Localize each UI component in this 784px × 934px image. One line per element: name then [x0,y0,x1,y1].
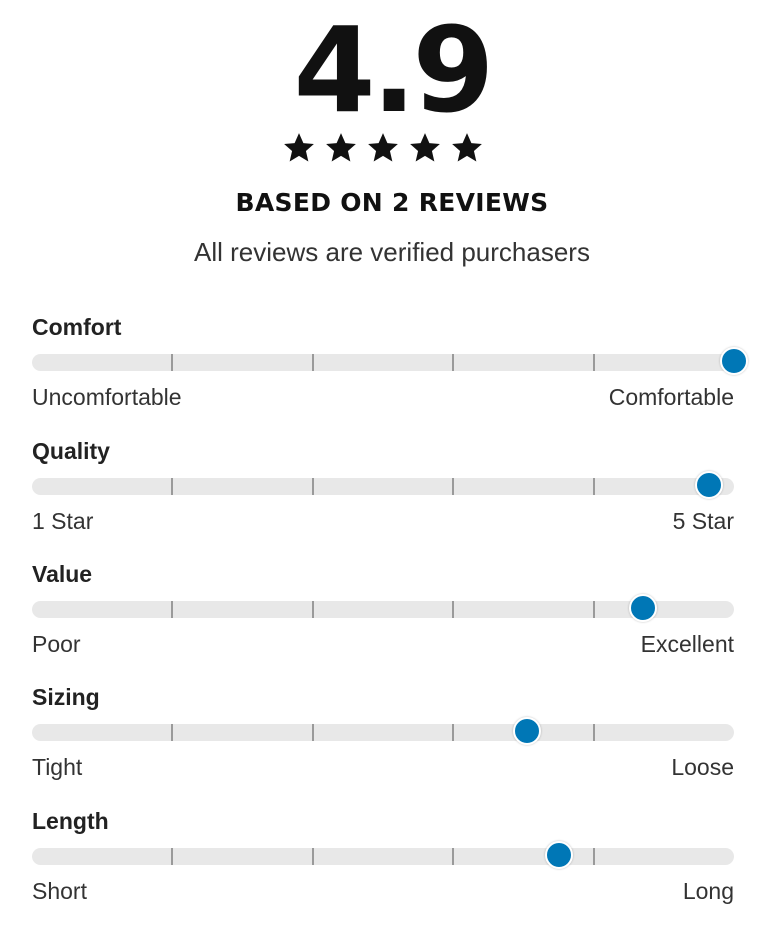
slider-tick [312,354,314,371]
slider-tick [452,601,454,618]
scale-max-label: Long [682,878,734,904]
slider-knob[interactable] [512,717,541,745]
factor-sizing: Sizing Tight Loose [32,683,734,793]
scale-min-label: Poor [32,631,81,657]
slider-tick [171,478,173,495]
slider-tick [452,724,454,741]
average-score: 4.9 [293,1,494,139]
slider-tick [171,601,173,618]
star-icon [324,131,358,165]
slider-tick [593,848,595,865]
factor-title: Value [32,561,93,587]
scale-min-label: Tight [32,754,83,780]
star-icon [408,131,442,165]
scale-min-label: Short [32,878,87,904]
slider-knob[interactable] [628,594,657,622]
scale-max-label: 5 Star [672,508,734,534]
review-count: BASED ON 2 REVIEWS [235,188,549,217]
slider-tick [312,724,314,741]
slider-tick [593,354,595,371]
slider-tick [171,848,173,865]
slider-tick [593,601,595,618]
factor-title: Length [32,808,109,834]
slider-knob[interactable] [720,347,748,375]
slider-tick [452,848,454,865]
slider-tick [312,478,314,495]
slider-tick [171,354,173,371]
slider-tick [452,478,454,495]
star-icon [282,131,316,165]
slider-tick [593,724,595,741]
factor-title: Sizing [32,684,100,710]
slider-track [32,478,734,495]
slider-knob[interactable] [695,471,724,499]
verified-note: All reviews are verified purchasers [194,237,590,267]
slider-tick [312,601,314,618]
scale-max-label: Comfortable [608,384,734,410]
scale-max-label: Excellent [640,631,734,657]
slider-knob[interactable] [544,841,573,869]
slider-tick [452,354,454,371]
star-icon [366,131,400,165]
slider-track [32,354,734,371]
scale-min-label: 1 Star [32,508,94,534]
slider-track [32,848,734,865]
slider-tick [312,848,314,865]
slider-tick [593,478,595,495]
star-icon [450,131,484,165]
scale-max-label: Loose [671,754,734,780]
slider-tick [171,724,173,741]
factor-comfort: Comfort Uncomfortable Comfortable [32,313,748,423]
factor-value: Value Poor Excellent [32,560,734,670]
factor-quality: Quality 1 Star 5 Star [32,437,734,547]
factor-title: Quality [32,438,110,464]
star-rating [282,128,484,168]
factor-length: Length Short Long [32,807,734,917]
scale-min-label: Uncomfortable [32,384,182,410]
factor-title: Comfort [32,314,122,340]
slider-track [32,724,734,741]
slider-track [32,601,734,618]
